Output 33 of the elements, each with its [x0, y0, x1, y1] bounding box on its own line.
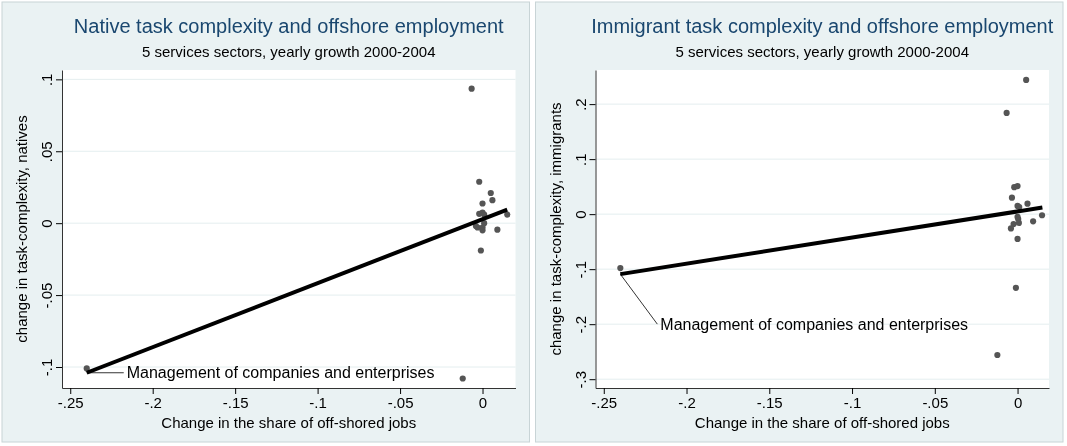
- x-tick-label: 0: [478, 393, 488, 411]
- x-tick-label: -.2: [144, 393, 162, 411]
- y-tick-label: -.3: [571, 370, 589, 389]
- y-tick-label: 0: [571, 210, 589, 219]
- y-tick-label: -.1: [571, 260, 589, 279]
- x-tick-label: -.15: [222, 393, 249, 411]
- chart-subtitle: 5 services sectors, yearly growth 2000-2004: [675, 43, 969, 60]
- y-tick-label: .1: [571, 153, 589, 166]
- annotation: Management of companies and enterprises: [126, 364, 435, 382]
- x-tick-label: -.1: [843, 393, 862, 411]
- x-tick-label: -.2: [678, 393, 696, 411]
- y-tick-label: .1: [38, 73, 55, 87]
- x-tick-label: -.1: [309, 393, 327, 411]
- annotation: Management of companies and enterprises: [660, 315, 969, 333]
- y-tick-label: -.1: [38, 358, 55, 377]
- x-axis-title: Change in the share of off-shored jobs: [694, 414, 950, 431]
- chart-title: Native task complexity and offshore employment: [73, 15, 505, 37]
- x-tick-label: -.05: [922, 393, 949, 411]
- y-axis-title: change in task-complexity, immigrants: [546, 102, 564, 356]
- y-tick-label: .05: [38, 141, 55, 163]
- y-tick-label: 0: [38, 219, 55, 228]
- x-axis-title: Change in the share of off-shored jobs: [161, 414, 417, 431]
- y-axis-title: change in task-complexity, natives: [13, 115, 31, 343]
- chart-subtitle: 5 services sectors, yearly growth 2000-2004: [142, 43, 436, 60]
- y-tick-label: .2: [571, 98, 589, 111]
- x-tick-label: -.05: [387, 393, 414, 411]
- chart-title: Immigrant task complexity and offshore employment: [591, 15, 1054, 37]
- x-tick-label: -.25: [591, 393, 618, 411]
- x-tick-label: -.15: [756, 393, 783, 411]
- y-tick-label: -.05: [38, 282, 55, 309]
- x-tick-label: 0: [1013, 393, 1023, 411]
- y-tick-label: -.2: [571, 315, 589, 334]
- x-tick-label: -.25: [57, 393, 84, 411]
